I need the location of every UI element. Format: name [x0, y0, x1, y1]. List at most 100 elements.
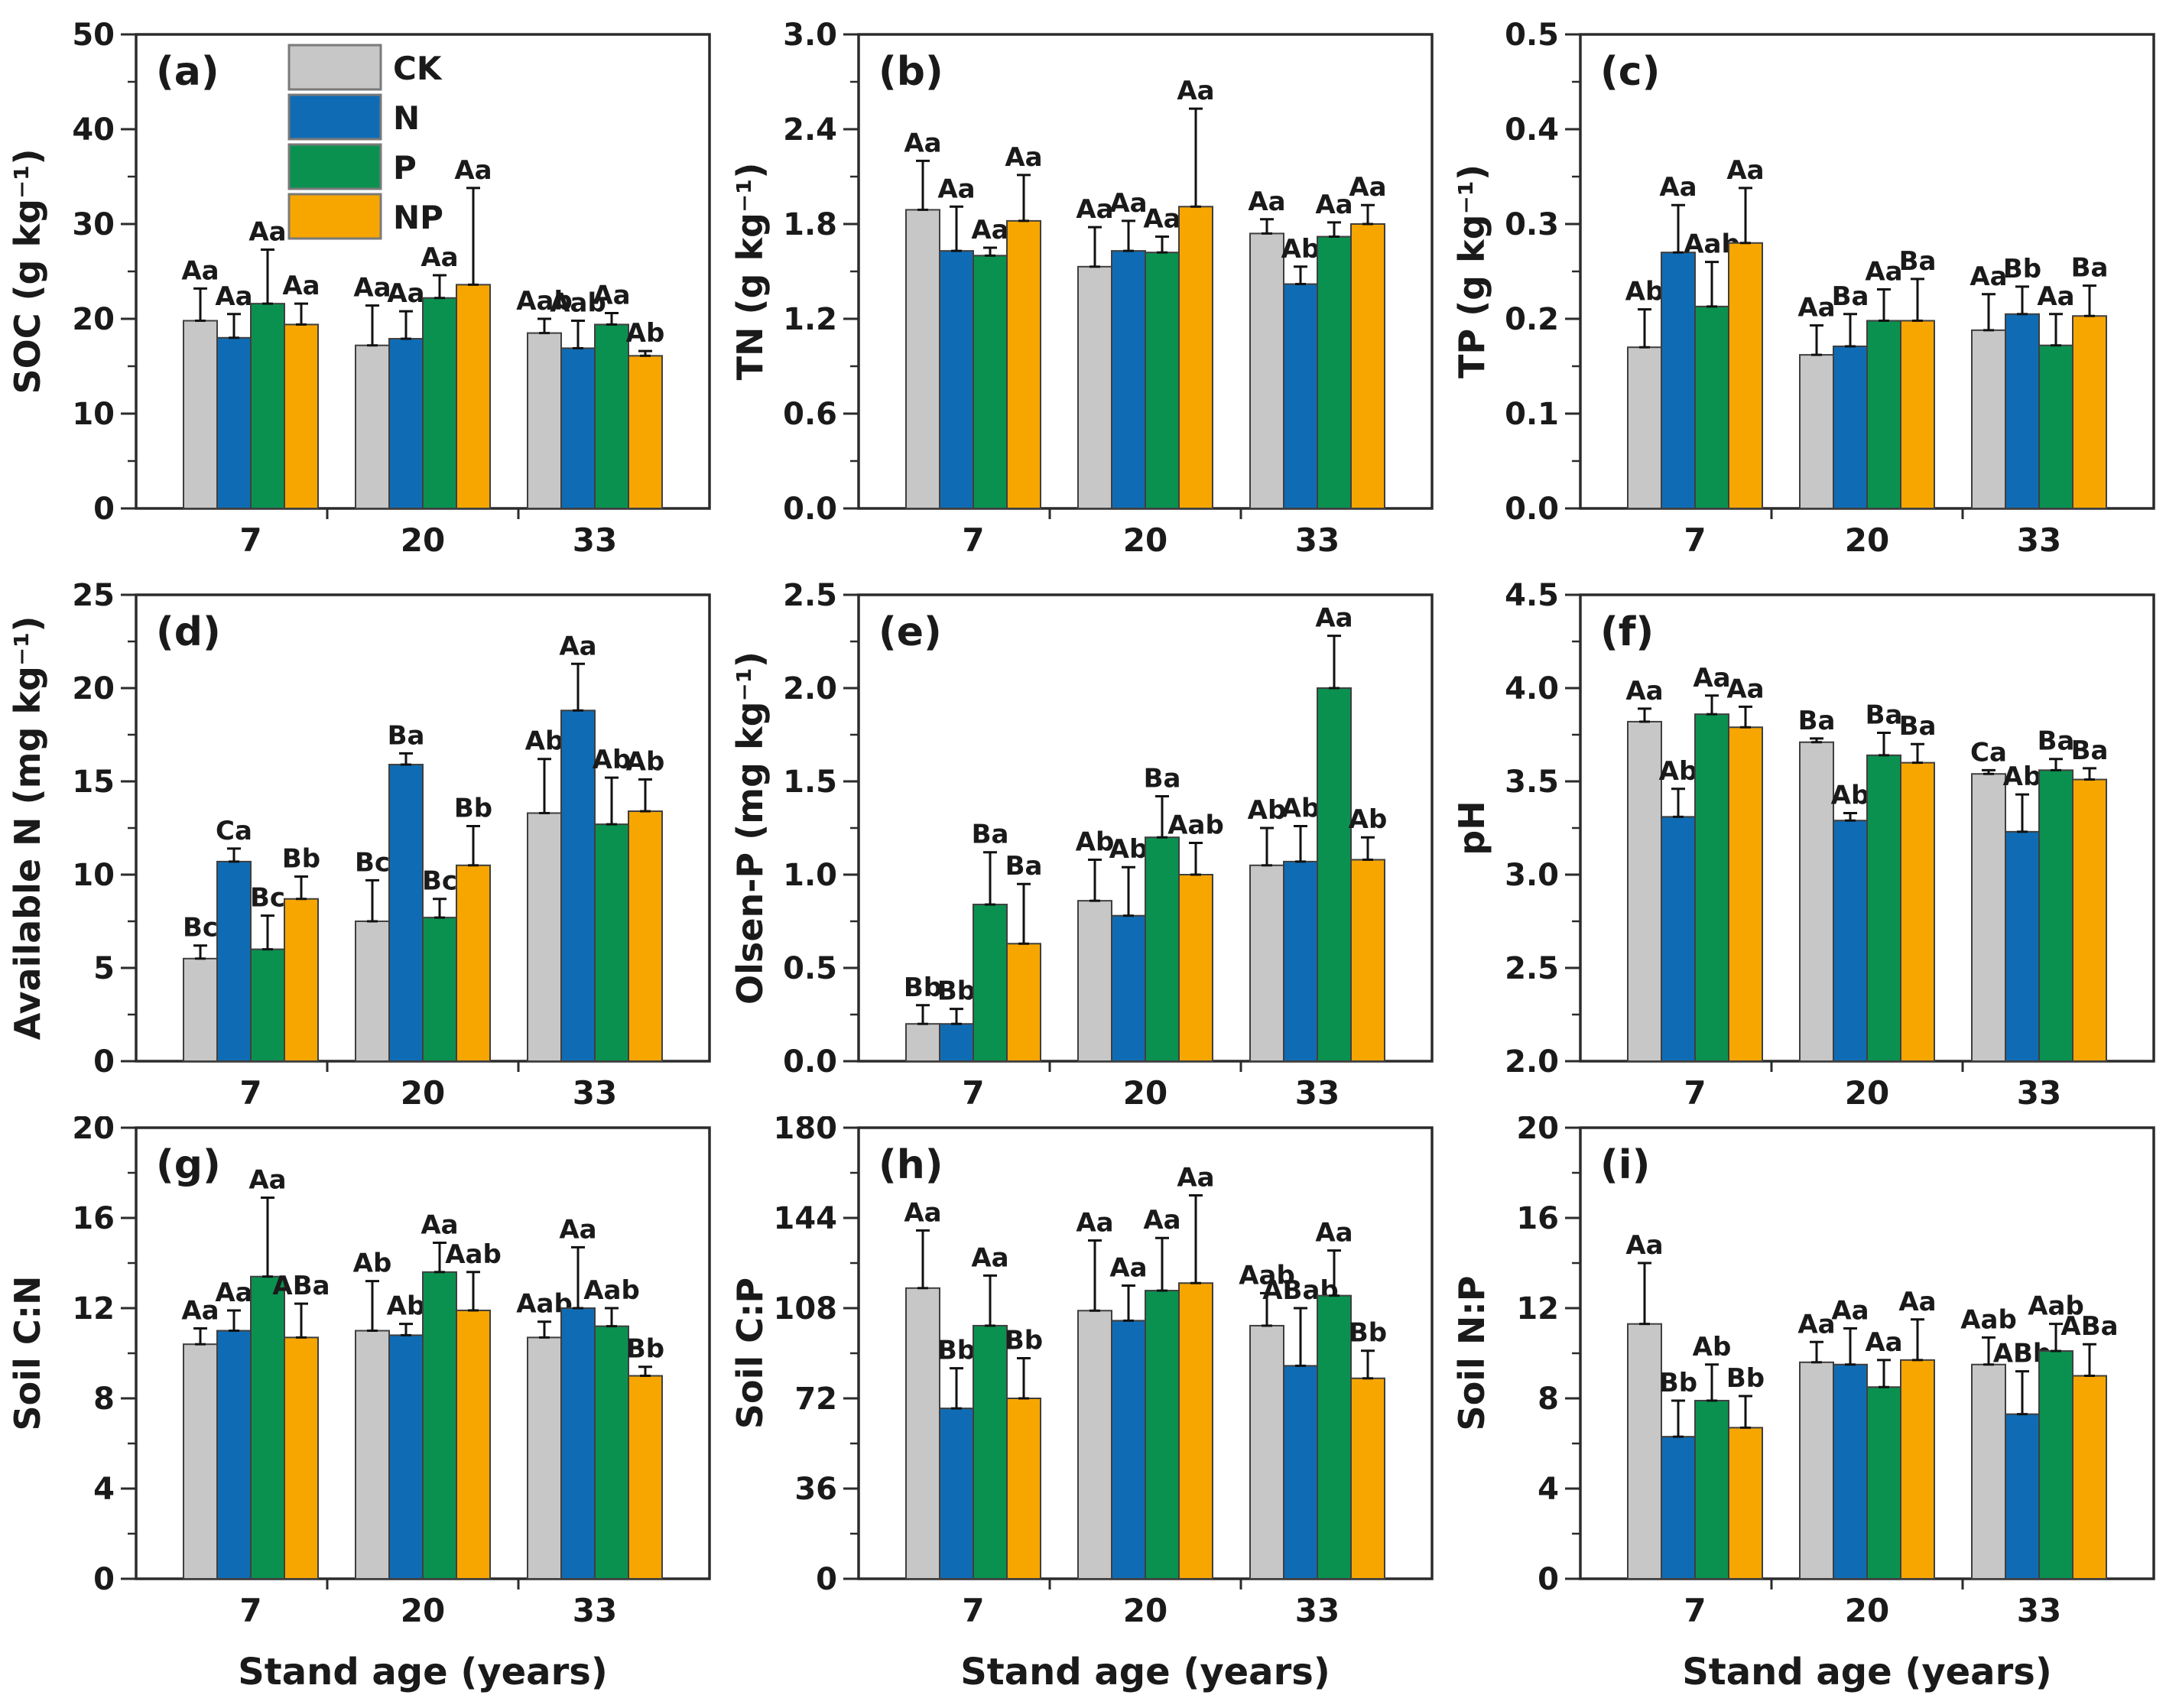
bar-g-7-NP [284, 1336, 319, 1580]
bar-b-20-N [1111, 250, 1146, 509]
sig-label-e-33-N: Ab [1281, 794, 1320, 824]
sig-label-c-20-NP: Ba [1899, 246, 1937, 277]
bar-a-7-P [250, 303, 285, 509]
y-tick-label-c-0.2: 0.2 [1505, 302, 1559, 337]
bar-f-33-N [2005, 830, 2040, 1062]
sig-label-c-7-N: Aa [1659, 172, 1697, 203]
panel-f: 2.0 2.5 3.0 3.5 4.0 4.5 Aa Ab Aa Aa 7 Ba Ab Ba Ba 20 Ca A… [1444, 581, 2166, 1116]
x-tick-label-b-33: 33 [1295, 521, 1340, 559]
bar-a-7-N [216, 336, 252, 509]
panel-e: 0.0 0.5 1.0 1.5 2.0 2.5 Bb Bb Ba Ba 7 Ab Ab Ba Aab 20 Ab… [723, 581, 1444, 1116]
y-axis-title-f: pH [1451, 800, 1492, 855]
bar-b-33-P [1317, 235, 1352, 509]
bar-h-20-P [1145, 1290, 1180, 1580]
sig-label-g-20-NP: Aab [445, 1239, 502, 1270]
bar-i-20-NP [1900, 1359, 1935, 1580]
sig-label-f-7-N: Ab [1659, 756, 1698, 787]
bar-h-33-N [1283, 1365, 1318, 1580]
sig-label-a-20-NP: Aa [454, 155, 492, 186]
x-tick-label-i-33: 33 [2017, 1592, 2061, 1629]
bar-e-33-N [1283, 860, 1318, 1062]
sig-label-i-7-N: Bb [1659, 1368, 1697, 1398]
bar-d-20-NP [456, 864, 491, 1062]
sig-label-e-7-N: Bb [937, 976, 976, 1007]
bar-e-33-NP [1350, 859, 1385, 1062]
sig-label-h-7-P: Aa [971, 1242, 1008, 1273]
bar-g-20-CK [355, 1330, 390, 1580]
panel-f-chart: 2.02.53.03.54.04.5AaAbAaAa7BaAbBaBa20CaA… [1451, 581, 2155, 1112]
x-tick-label-h-7: 7 [962, 1592, 984, 1629]
bar-d-7-CK [183, 957, 218, 1062]
bar-a-33-P [594, 323, 629, 509]
sig-label-a-7-NP: Aa [282, 271, 320, 301]
y-tick-label-c-0.1: 0.1 [1505, 397, 1559, 432]
sig-label-f-33-CK: Ca [1970, 737, 2007, 768]
x-tick-label-i-7: 7 [1684, 1592, 1706, 1629]
sig-label-b-33-P: Aa [1315, 190, 1353, 220]
sig-label-i-20-CK: Aa [1797, 1309, 1835, 1339]
sig-label-f-20-P: Ba [1866, 700, 1903, 731]
x-tick-label-h-20: 20 [1123, 1592, 1167, 1629]
panel-letter-h: (h) [878, 1142, 943, 1188]
y-axis-title-g: Soil C:N [7, 1276, 48, 1431]
x-tick-label-a-33: 33 [573, 521, 617, 559]
sig-label-e-33-NP: Ab [1349, 804, 1388, 835]
sig-label-e-7-NP: Ba [1005, 851, 1043, 882]
bar-e-20-NP [1178, 874, 1213, 1062]
y-tick-label-d-25: 25 [72, 581, 115, 613]
bar-d-20-N [388, 764, 424, 1062]
sig-label-f-7-CK: Aa [1625, 676, 1663, 706]
bar-e-7-N [939, 1023, 974, 1063]
bar-b-33-CK [1249, 232, 1284, 509]
y-tick-label-b-2.4: 2.4 [783, 112, 837, 148]
bar-g-33-N [560, 1307, 596, 1580]
y-tick-label-c-0.5: 0.5 [1505, 18, 1559, 53]
y-tick-label-h-72: 72 [794, 1382, 837, 1417]
sig-label-f-33-NP: Ba [2071, 735, 2109, 766]
bar-d-33-NP [628, 810, 663, 1062]
bar-b-7-NP [1006, 219, 1041, 509]
bar-f-7-NP [1728, 726, 1763, 1063]
bar-c-7-NP [1728, 242, 1763, 509]
bar-g-20-P [422, 1271, 457, 1580]
bar-h-7-CK [905, 1287, 940, 1580]
y-tick-label-c-0.3: 0.3 [1505, 207, 1559, 242]
panel-letter-c: (c) [1600, 49, 1660, 95]
bar-g-33-NP [628, 1375, 663, 1580]
bar-f-20-NP [1900, 761, 1935, 1062]
bar-c-7-P [1694, 305, 1729, 509]
sig-label-i-7-CK: Aa [1625, 1230, 1663, 1261]
x-tick-label-f-7: 7 [1684, 1074, 1706, 1112]
y-tick-label-i-12: 12 [1516, 1291, 1559, 1326]
sig-label-h-33-CK: Aab [1239, 1260, 1295, 1291]
sig-label-g-7-N: Aa [215, 1278, 252, 1308]
bar-e-7-P [973, 904, 1008, 1063]
bar-g-33-CK [527, 1336, 562, 1580]
bar-d-7-NP [284, 898, 319, 1062]
x-tick-label-f-33: 33 [2017, 1074, 2061, 1112]
sig-label-i-33-NP: ABa [2060, 1311, 2118, 1342]
y-axis-title-h: Soil C:P [729, 1278, 771, 1429]
x-tick-label-d-33: 33 [573, 1074, 617, 1112]
legend-swatch-NP [287, 193, 382, 240]
bar-a-20-N [388, 338, 424, 510]
legend-label-NP: NP [393, 199, 443, 236]
y-tick-label-h-36: 36 [794, 1472, 837, 1507]
y-tick-label-d-10: 10 [72, 858, 115, 893]
y-axis-title-i: Soil N:P [1451, 1276, 1492, 1431]
sig-label-i-33-P: Aab [2028, 1291, 2084, 1322]
y-tick-label-e-2.5: 2.5 [783, 581, 837, 613]
x-tick-label-c-33: 33 [2017, 521, 2061, 559]
bar-h-7-NP [1006, 1398, 1041, 1580]
panel-letter-d: (d) [156, 609, 221, 655]
sig-label-f-33-N: Ab [2003, 761, 2042, 792]
bar-d-33-P [594, 823, 629, 1062]
sig-label-b-33-NP: Aa [1349, 172, 1386, 203]
panel-a-chart: 01020304050AaAaAaAa7AaAaAaAa20AabAabAaAb… [7, 18, 711, 559]
bar-h-20-NP [1178, 1282, 1213, 1580]
y-axis-title-a: SOC (g kg⁻¹) [7, 149, 48, 395]
y-tick-label-g-20: 20 [72, 1116, 115, 1146]
y-tick-label-f-2.5: 2.5 [1505, 951, 1559, 986]
sig-label-e-20-N: Ab [1109, 834, 1148, 865]
sig-label-a-7-CK: Aa [181, 255, 219, 286]
